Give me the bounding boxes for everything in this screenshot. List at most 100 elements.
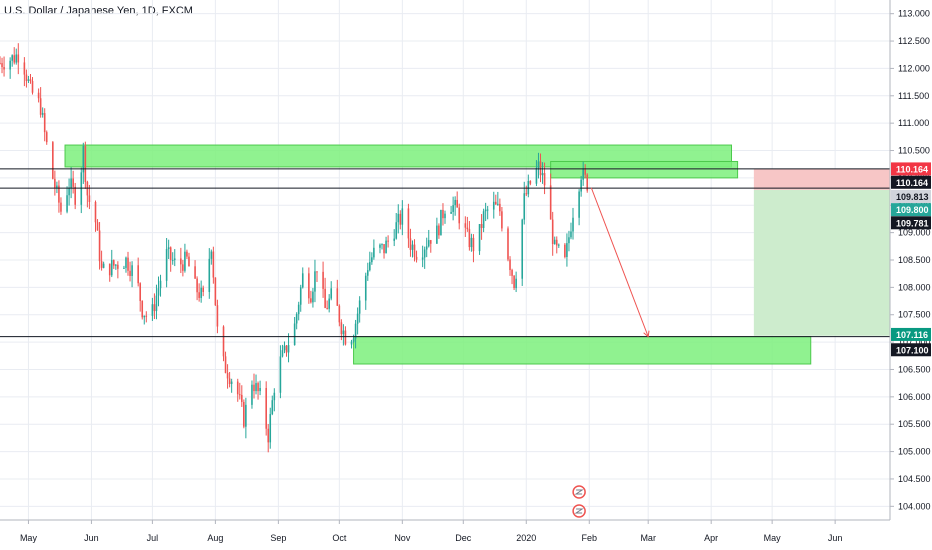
candle [572,207,574,240]
candle-body [72,178,74,187]
candle-body [486,209,489,211]
candle [316,271,318,282]
candle-body [364,275,367,301]
candle-body [84,145,87,182]
event-markers [572,485,586,518]
candle-body [411,244,414,250]
candle-body [96,222,99,231]
candle [582,161,584,186]
candle-body [94,201,97,223]
candle-body [196,278,198,293]
candle [509,256,511,276]
candle [352,334,355,343]
price-tick-label: 104.500 [898,474,931,484]
candle-body [241,394,243,402]
price-tick-label: 104.000 [898,501,931,511]
candle [125,256,127,273]
candle [438,223,440,239]
price-tag-label: 110.164 [896,178,928,188]
candle-body [141,301,144,318]
candle-body [371,257,373,263]
candle-body [525,193,528,195]
candle [82,142,85,184]
candle-body [330,288,333,299]
candle-body [253,384,255,392]
candles [0,43,589,453]
candle-body [186,251,188,257]
candle [553,236,556,245]
candle [98,221,101,270]
price-tag-bg [891,327,931,341]
grid [0,0,890,520]
candle-body [108,263,111,276]
tag-110164-black: 110.164 [891,175,931,189]
candle-body [125,257,127,268]
candle-body [200,287,202,298]
candle-body [269,414,272,443]
candle [324,277,326,309]
candle-body [568,237,570,244]
candle [312,287,314,308]
candle-body [356,313,359,324]
candle [117,261,119,279]
candle-body [308,273,310,299]
candle [212,246,215,284]
candle [350,339,353,349]
candle-body [539,161,542,176]
candle-body [295,314,298,324]
candle [301,267,304,289]
candle [241,385,243,407]
candle-body [88,195,91,202]
candle [186,249,188,260]
candle [401,200,404,236]
tag-109800: 109.800 [891,203,931,217]
candle-body [54,178,56,188]
candle-body [198,292,200,298]
candle [17,43,20,75]
candle-body [194,266,196,279]
candle [344,326,347,346]
candle [366,262,369,281]
candle-body [86,181,89,196]
candle [482,208,485,233]
candle [409,228,412,257]
candle [214,277,217,306]
candle [383,244,385,259]
candle [145,311,148,323]
candle-body [39,98,42,115]
candle-body [427,240,430,247]
candle [397,204,400,234]
candle [208,248,211,299]
candle-body [259,387,261,392]
candle-body [29,79,32,82]
candle-body [180,258,182,265]
candle [584,164,587,179]
candle-body [293,323,296,346]
candle [137,257,139,287]
price-tag-label: 109.781 [896,218,929,228]
candle [511,268,513,285]
candle [9,57,11,79]
price-tag-label: 109.800 [896,205,929,215]
candle [537,152,540,179]
candle [255,374,257,395]
candle [58,180,60,213]
candle-body [301,273,304,288]
candle [222,325,225,362]
candle [281,344,284,358]
candle [358,296,361,323]
candle [381,243,383,250]
candle-body [228,378,231,384]
tag-107100: 107.100 [891,343,931,357]
candle [245,397,247,439]
candle-body [381,244,383,246]
candle [25,69,28,88]
candle-body [110,260,113,276]
candle-body [230,381,233,384]
candle-body [440,209,442,236]
candle-body [115,264,117,266]
candle [139,282,142,312]
time-tick-label: Sep [270,533,286,543]
candle-body [165,249,168,281]
